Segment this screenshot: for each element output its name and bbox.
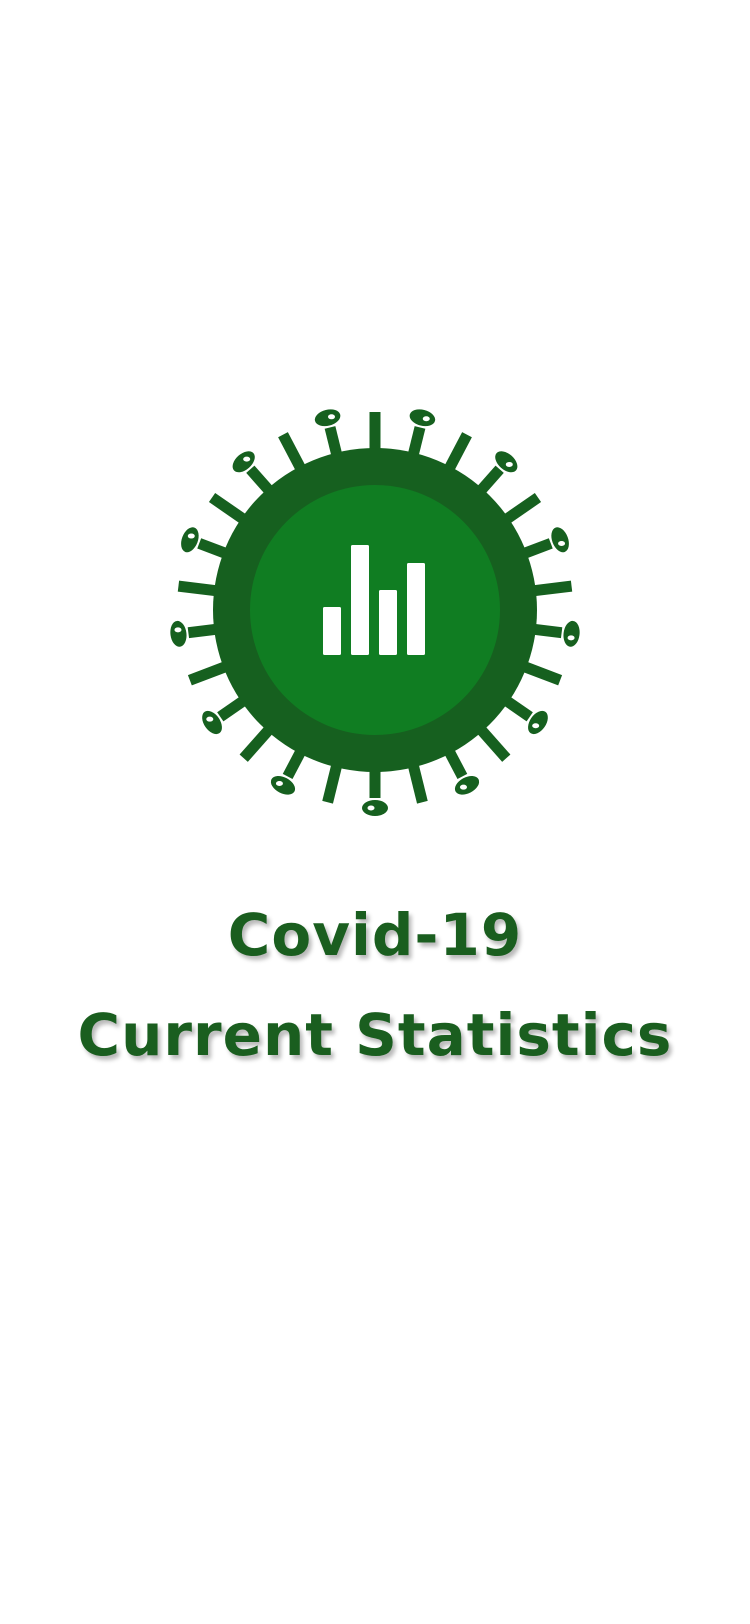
virus-spike-highlight — [558, 541, 566, 547]
virus-spike-knob — [495, 451, 518, 473]
virus-spike-highlight — [567, 635, 575, 641]
virus-spike-highlight — [327, 414, 335, 420]
virus-spike-highlight — [367, 805, 375, 811]
title-line-1: Covid-19 — [227, 901, 523, 969]
virus-spikes — [170, 409, 580, 816]
virus-spike-knob — [409, 409, 436, 427]
virus-spike-knob — [232, 451, 255, 473]
bar-3 — [379, 590, 397, 655]
virus-spike-highlight — [422, 416, 430, 422]
virus-spike-highlight — [459, 784, 467, 790]
virus-spike-knob — [454, 776, 480, 795]
bar-2 — [351, 545, 369, 655]
virus-spike-highlight — [206, 716, 214, 722]
virus-spike-knob — [551, 527, 569, 553]
virus-spike-highlight — [505, 461, 513, 467]
virus-spike-knob — [563, 620, 580, 647]
virus-spike-knob — [270, 776, 296, 795]
virus-spike-knob — [528, 710, 548, 735]
virus-spike-highlight — [275, 780, 283, 786]
virus-spike-highlight — [187, 533, 195, 539]
virus-stats-icon — [160, 395, 590, 825]
virus-stats-graphic — [170, 409, 580, 816]
virus-spike-knob — [362, 800, 388, 816]
bar-4 — [407, 563, 425, 655]
virus-spike-knob — [202, 710, 222, 735]
bar-chart-glyph — [323, 545, 425, 655]
title-line-2: Current Statistics — [77, 1001, 673, 1069]
virus-spike-knob — [181, 527, 199, 553]
virus-spike-highlight — [532, 723, 540, 729]
virus-spike-highlight — [243, 456, 251, 462]
app-title: Covid-19 Current Statistics — [0, 885, 750, 1085]
virus-core — [250, 485, 500, 735]
virus-spike-knob — [314, 409, 341, 427]
bar-1 — [323, 607, 341, 655]
virus-spike-highlight — [174, 627, 182, 633]
virus-spike-knob — [170, 620, 187, 647]
